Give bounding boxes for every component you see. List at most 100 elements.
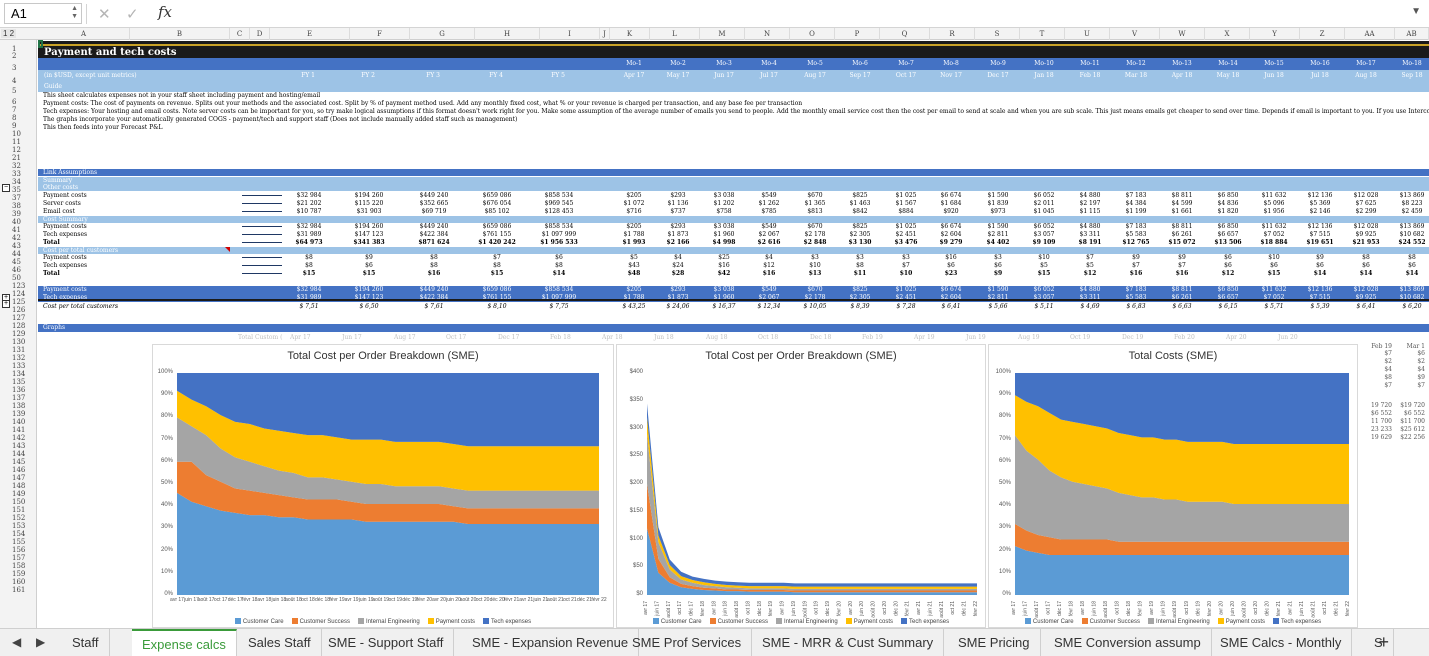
month-value[interactable]: $18 884 — [1260, 239, 1288, 246]
month-value[interactable]: $6 850 — [1217, 192, 1239, 199]
month-value[interactable]: $205 — [626, 223, 642, 230]
month-value[interactable]: $1 202 — [713, 200, 735, 207]
guide-text[interactable]: Tech expenses: Your hosting and email co… — [43, 108, 1429, 115]
month-value[interactable]: $1 820 — [1217, 208, 1239, 215]
row-header[interactable]: 11 — [12, 138, 21, 146]
month-value[interactable]: $758 — [716, 208, 732, 215]
month-date[interactable]: Dec 17 — [987, 72, 1009, 79]
next-sheet-icon[interactable]: ▶ — [36, 635, 46, 649]
month-value[interactable]: $ 5,71 — [1264, 303, 1284, 310]
month-value[interactable]: $ 4,69 — [1080, 303, 1100, 310]
row-header[interactable]: 10 — [12, 130, 21, 138]
month-value[interactable]: $1 873 — [667, 231, 689, 238]
fy-value[interactable]: $ 7,61 — [424, 303, 444, 310]
guide-label[interactable]: Guide — [44, 83, 62, 90]
month-value[interactable]: $ 10,05 — [803, 303, 827, 310]
hidden-header-cell[interactable]: Aug 19 — [1018, 334, 1040, 341]
hidden-header-cell[interactable]: Apr 20 — [1226, 334, 1247, 341]
fy-value[interactable]: $1 956 533 — [540, 239, 578, 246]
fy-value[interactable]: $194 260 — [354, 286, 384, 293]
fy-value[interactable]: $6 — [365, 262, 373, 269]
row-header[interactable]: 137 — [12, 394, 26, 402]
fy-value[interactable]: $449 240 — [419, 223, 449, 230]
row-header[interactable]: 130 — [12, 338, 26, 346]
column-header[interactable]: J — [600, 28, 610, 40]
sheet-tab[interactable]: SME Prof Services — [622, 629, 753, 656]
sheet-tab[interactable]: Expense calcs — [132, 629, 237, 656]
hidden-header-cell[interactable]: Apr 19 — [914, 334, 935, 341]
fy-value[interactable]: $659 086 — [482, 223, 512, 230]
hidden-header-cell[interactable]: Apr 18 — [602, 334, 623, 341]
month-value[interactable]: $28 — [671, 270, 685, 277]
column-header[interactable]: E — [270, 28, 350, 40]
month-label[interactable]: Mo-16 — [1310, 60, 1330, 67]
column-header[interactable]: X — [1205, 28, 1250, 40]
cell[interactable]: 23 233 — [1371, 426, 1392, 433]
month-value[interactable]: $21 953 — [1352, 239, 1380, 246]
fy-value[interactable]: $422 384 — [419, 231, 449, 238]
column-header[interactable]: G — [410, 28, 475, 40]
fy-value[interactable]: $69 719 — [421, 208, 447, 215]
column-header[interactable]: S — [975, 28, 1020, 40]
row-header[interactable]: 38 — [12, 202, 21, 210]
cell[interactable]: Mar 1 — [1406, 343, 1425, 350]
month-value[interactable]: $24 552 — [1398, 239, 1426, 246]
month-label[interactable]: Mo-4 — [761, 60, 777, 67]
month-value[interactable]: $205 — [626, 286, 642, 293]
hidden-header-cell[interactable]: Dec 17 — [498, 334, 520, 341]
hidden-header-cell[interactable]: Dec 19 — [1122, 334, 1144, 341]
cell[interactable]: $2 — [1417, 358, 1425, 365]
month-value[interactable]: $1 567 — [895, 200, 917, 207]
cell[interactable]: $4 — [1384, 366, 1392, 373]
month-value[interactable]: $13 869 — [1399, 286, 1425, 293]
month-value[interactable]: $6 — [1408, 262, 1416, 269]
month-value[interactable]: $1 956 — [1263, 208, 1285, 215]
month-value[interactable]: $1 365 — [804, 200, 826, 207]
month-value[interactable]: $ 43,25 — [622, 303, 646, 310]
month-value[interactable]: $3 — [902, 254, 910, 261]
month-label[interactable]: Mo-14 — [1218, 60, 1238, 67]
month-label[interactable]: Mo-5 — [807, 60, 823, 67]
section-label[interactable]: Link Assumptions — [43, 169, 98, 176]
month-label[interactable]: Mo-2 — [670, 60, 686, 67]
month-value[interactable]: $7 — [902, 262, 910, 269]
cell[interactable]: $6 552 — [1404, 410, 1425, 417]
month-value[interactable]: $7 183 — [1125, 223, 1147, 230]
month-value[interactable]: $549 — [761, 192, 777, 199]
area-series-tech-expenses[interactable] — [177, 373, 599, 447]
row-header[interactable]: 46 — [12, 266, 21, 274]
month-value[interactable]: $10 — [899, 270, 913, 277]
row-header[interactable]: 136 — [12, 386, 26, 394]
month-label[interactable]: Mo-6 — [852, 60, 868, 67]
month-date[interactable]: May 17 — [666, 72, 690, 79]
guide-text[interactable]: Payment costs: The cost of payments on r… — [43, 100, 803, 107]
row-header[interactable]: 45 — [12, 258, 21, 266]
month-value[interactable]: $8 — [856, 262, 864, 269]
month-value[interactable]: $5 583 — [1125, 231, 1147, 238]
chart-cost-per-order-percent[interactable]: Total Cost per Order Breakdown (SME) avr… — [152, 344, 614, 628]
guide-text[interactable]: This sheet calculates expenses not in yo… — [43, 92, 321, 99]
month-value[interactable]: $6 — [1316, 262, 1324, 269]
fy-label[interactable]: FY 3 — [426, 72, 440, 79]
fy-value[interactable]: $1 097 999 — [541, 294, 577, 301]
month-value[interactable]: $24 — [672, 262, 684, 269]
month-value[interactable]: $1 661 — [1171, 208, 1193, 215]
row-label[interactable]: Email cost — [43, 208, 75, 215]
row-header[interactable]: 7 — [12, 106, 17, 114]
fy-value[interactable]: $449 240 — [419, 286, 449, 293]
month-date[interactable]: Apr 17 — [623, 72, 645, 79]
month-value[interactable]: $4 880 — [1079, 286, 1101, 293]
fy-value[interactable]: $147 123 — [354, 231, 384, 238]
month-value[interactable]: $813 — [807, 208, 823, 215]
column-header[interactable]: F — [350, 28, 410, 40]
month-value[interactable]: $13 869 — [1399, 223, 1425, 230]
month-value[interactable]: $2 197 — [1079, 200, 1101, 207]
month-value[interactable]: $ 24,06 — [666, 303, 690, 310]
fy-value[interactable]: $14 — [552, 270, 566, 277]
month-value[interactable]: $12 028 — [1353, 286, 1379, 293]
hidden-header-cell[interactable]: Oct 19 — [1070, 334, 1091, 341]
row-header[interactable]: 153 — [12, 522, 26, 530]
row-header[interactable]: 127 — [12, 314, 26, 322]
month-value[interactable]: $42 — [717, 270, 731, 277]
row-header[interactable]: 142 — [12, 434, 26, 442]
